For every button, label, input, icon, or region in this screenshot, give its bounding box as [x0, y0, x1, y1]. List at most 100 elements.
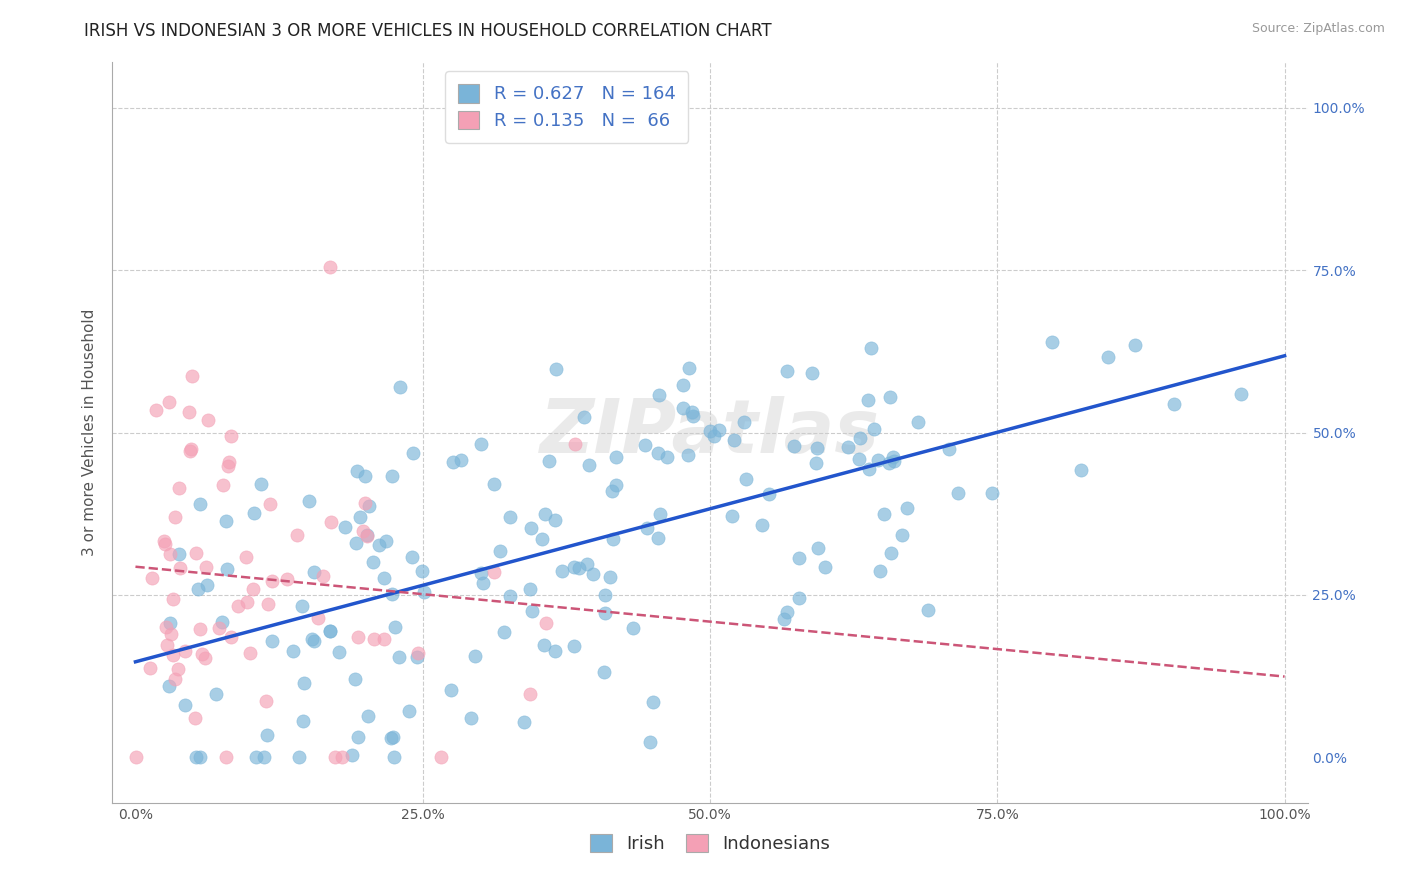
Point: [291, 714, 314, 728]
Point: [866, 453, 889, 467]
Point: [165, 672, 187, 686]
Point: [499, 510, 522, 524]
Point: [907, 415, 929, 429]
Point: [807, 541, 830, 555]
Point: [605, 450, 627, 464]
Point: [215, 562, 238, 576]
Point: [217, 458, 239, 473]
Point: [276, 572, 298, 586]
Point: [323, 750, 346, 764]
Point: [877, 456, 900, 470]
Point: [773, 612, 796, 626]
Point: [291, 599, 314, 613]
Point: [599, 570, 621, 584]
Point: [159, 679, 181, 693]
Point: [368, 537, 391, 551]
Point: [600, 484, 623, 499]
Point: [546, 362, 568, 376]
Point: [401, 550, 423, 565]
Point: [574, 410, 596, 425]
Point: [804, 456, 827, 470]
Point: [167, 481, 190, 495]
Point: [917, 603, 939, 617]
Point: [347, 630, 370, 644]
Point: [519, 582, 541, 597]
Text: IRISH VS INDONESIAN 3 OR MORE VEHICLES IN HOUSEHOLD CORRELATION CHART: IRISH VS INDONESIAN 3 OR MORE VEHICLES I…: [84, 22, 772, 40]
Point: [340, 747, 363, 762]
Point: [287, 750, 309, 764]
Point: [723, 434, 745, 448]
Point: [242, 582, 264, 596]
Point: [349, 509, 371, 524]
Point: [319, 624, 342, 638]
Point: [782, 439, 804, 453]
Point: [215, 514, 238, 528]
Point: [363, 632, 385, 646]
Point: [249, 476, 271, 491]
Point: [789, 550, 811, 565]
Point: [177, 405, 200, 419]
Point: [640, 735, 662, 749]
Point: [382, 750, 405, 764]
Point: [239, 646, 262, 660]
Point: [522, 604, 544, 618]
Point: [361, 555, 384, 569]
Point: [312, 568, 335, 582]
Point: [849, 431, 872, 445]
Point: [159, 615, 181, 630]
Point: [344, 536, 367, 550]
Point: [519, 686, 541, 700]
Point: [595, 606, 617, 620]
Point: [751, 518, 773, 533]
Point: [208, 621, 231, 635]
Point: [333, 520, 356, 534]
Point: [470, 437, 492, 451]
Point: [260, 574, 283, 588]
Point: [356, 527, 378, 541]
Point: [155, 537, 177, 551]
Point: [153, 533, 176, 548]
Point: [543, 513, 565, 527]
Text: Source: ZipAtlas.com: Source: ZipAtlas.com: [1251, 22, 1385, 36]
Point: [330, 750, 353, 764]
Point: [382, 730, 405, 744]
Point: [672, 401, 695, 416]
Point: [346, 464, 368, 478]
Point: [215, 750, 238, 764]
Point: [205, 688, 228, 702]
Point: [169, 560, 191, 574]
Point: [602, 532, 624, 546]
Point: [328, 644, 350, 658]
Point: [195, 577, 218, 591]
Point: [860, 341, 883, 355]
Point: [211, 477, 233, 491]
Point: [307, 611, 329, 625]
Point: [352, 524, 374, 538]
Point: [219, 429, 242, 443]
Point: [384, 620, 406, 634]
Point: [219, 630, 242, 644]
Point: [430, 750, 453, 764]
Point: [262, 633, 284, 648]
Point: [373, 571, 395, 585]
Point: [353, 496, 375, 510]
Point: [672, 378, 695, 392]
Point: [304, 565, 326, 579]
Point: [259, 497, 281, 511]
Point: [633, 438, 655, 452]
Point: [873, 507, 896, 521]
Point: [188, 750, 211, 764]
Point: [533, 638, 555, 652]
Point: [499, 590, 522, 604]
Point: [181, 369, 204, 384]
Point: [141, 571, 163, 585]
Point: [648, 388, 671, 402]
Point: [879, 390, 901, 404]
Point: [946, 486, 969, 500]
Point: [159, 547, 181, 561]
Point: [356, 529, 378, 543]
Point: [863, 422, 886, 436]
Point: [218, 455, 240, 469]
Point: [813, 560, 835, 574]
Point: [837, 440, 859, 454]
